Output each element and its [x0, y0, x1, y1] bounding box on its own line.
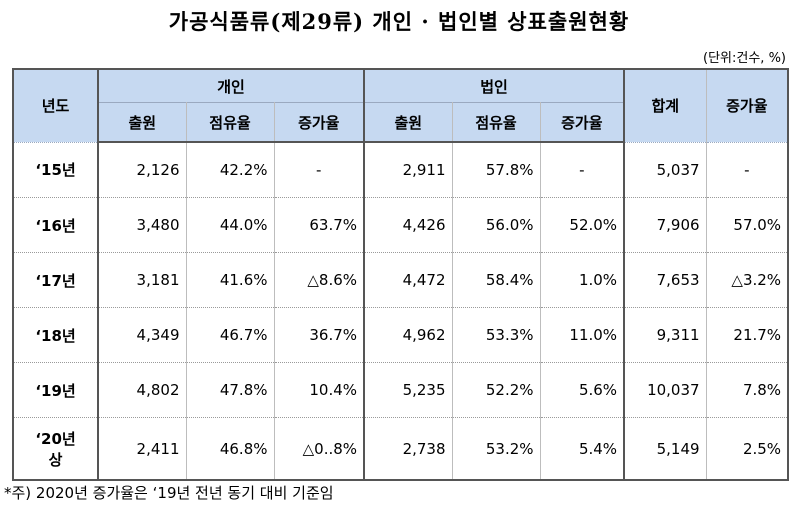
table-row: ‘15년 2,126 42.2% - 2,911 57.8% - 5,037 -	[12, 142, 790, 198]
cell: -	[705, 142, 790, 198]
footnote: *주) 2020년 증가율은 ‘19년 전년 동기 대비 기준임	[4, 484, 334, 502]
cell: 7,906	[623, 197, 707, 253]
header-year: 년도	[12, 68, 99, 143]
row-year: ‘18년	[12, 307, 99, 363]
cell: 56.0%	[451, 197, 541, 253]
header-total: 합계	[623, 68, 707, 143]
cell: 58.4%	[451, 252, 541, 308]
cell: 21.7%	[705, 307, 790, 363]
cell: △8.6%	[273, 252, 365, 308]
cell: 3,480	[97, 197, 187, 253]
cell: 4,472	[363, 252, 453, 308]
cell: 57.0%	[705, 197, 790, 253]
cell: -	[539, 142, 625, 198]
cell: 5,037	[623, 142, 707, 198]
header-ind-filings: 출원	[97, 102, 187, 143]
cell: 2,738	[363, 417, 453, 481]
header-corp-growth: 증가율	[539, 102, 626, 143]
cell: 5.4%	[539, 417, 625, 481]
cell: 4,802	[97, 362, 187, 418]
cell: 57.8%	[451, 142, 541, 198]
cell: 5.6%	[539, 362, 625, 418]
cell: 53.3%	[451, 307, 541, 363]
cell: 9,311	[623, 307, 707, 363]
row-year: ‘19년	[12, 362, 99, 418]
header-ind-growth: 증가율	[273, 102, 365, 143]
cell: 11.0%	[539, 307, 625, 363]
table-row: ‘19년 4,802 47.8% 10.4% 5,235 52.2% 5.6% …	[12, 362, 790, 418]
cell: 10,037	[623, 362, 707, 418]
header-individual: 개인	[96, 68, 365, 103]
cell: 52.2%	[451, 362, 541, 418]
table-row: ‘16년 3,480 44.0% 63.7% 4,426 56.0% 52.0%…	[12, 197, 790, 253]
cell: △0..8%	[273, 417, 365, 481]
cell: 2,411	[97, 417, 187, 481]
table-row: ‘18년 4,349 46.7% 36.7% 4,962 53.3% 11.0%…	[12, 307, 790, 363]
cell: 5,235	[363, 362, 453, 418]
table-row: ‘20년 상 2,411 46.8% △0..8% 2,738 53.2% 5.…	[12, 417, 790, 481]
row-year-line1: ‘20년	[35, 429, 76, 448]
header-corp-share: 점유율	[451, 102, 541, 143]
cell: 3,181	[97, 252, 187, 308]
cell: 5,149	[623, 417, 707, 481]
unit-note: (단위:건수, %)	[703, 51, 786, 66]
cell: △3.2%	[705, 252, 790, 308]
cell: 46.8%	[185, 417, 275, 481]
header-corporate: 법인	[363, 68, 625, 103]
cell: 4,426	[363, 197, 453, 253]
header-corp-filings: 출원	[363, 102, 453, 143]
cell: 41.6%	[185, 252, 275, 308]
cell: 53.2%	[451, 417, 541, 481]
cell: 42.2%	[185, 142, 275, 198]
cell: 52.0%	[539, 197, 625, 253]
cell: 2.5%	[705, 417, 790, 481]
cell: 4,349	[97, 307, 187, 363]
table-row: ‘17년 3,181 41.6% △8.6% 4,472 58.4% 1.0% …	[12, 252, 790, 308]
cell: 10.4%	[273, 362, 365, 418]
trademark-table: 년도 개인 법인 합계 증가율 출원 점유율 증가율 출원 점유율 증가율 ‘1…	[12, 68, 790, 481]
cell: 36.7%	[273, 307, 365, 363]
header-ind-share: 점유율	[185, 102, 275, 143]
row-year: ‘16년	[12, 197, 99, 253]
cell: -	[273, 142, 365, 198]
cell: 2,911	[363, 142, 453, 198]
cell: 44.0%	[185, 197, 275, 253]
header-growth: 증가율	[705, 68, 790, 143]
page-title: 가공식품류(제29류) 개인 · 법인별 상표출원현황	[168, 9, 630, 34]
row-year: ‘15년	[12, 142, 99, 198]
cell: 7,653	[623, 252, 707, 308]
row-year: ‘20년 상	[12, 417, 99, 481]
row-year-line2: 상	[48, 450, 63, 469]
cell: 46.7%	[185, 307, 275, 363]
cell: 2,126	[97, 142, 187, 198]
cell: 7.8%	[705, 362, 790, 418]
row-year: ‘17년	[12, 252, 99, 308]
cell: 47.8%	[185, 362, 275, 418]
cell: 63.7%	[273, 197, 365, 253]
cell: 1.0%	[539, 252, 625, 308]
cell: 4,962	[363, 307, 453, 363]
